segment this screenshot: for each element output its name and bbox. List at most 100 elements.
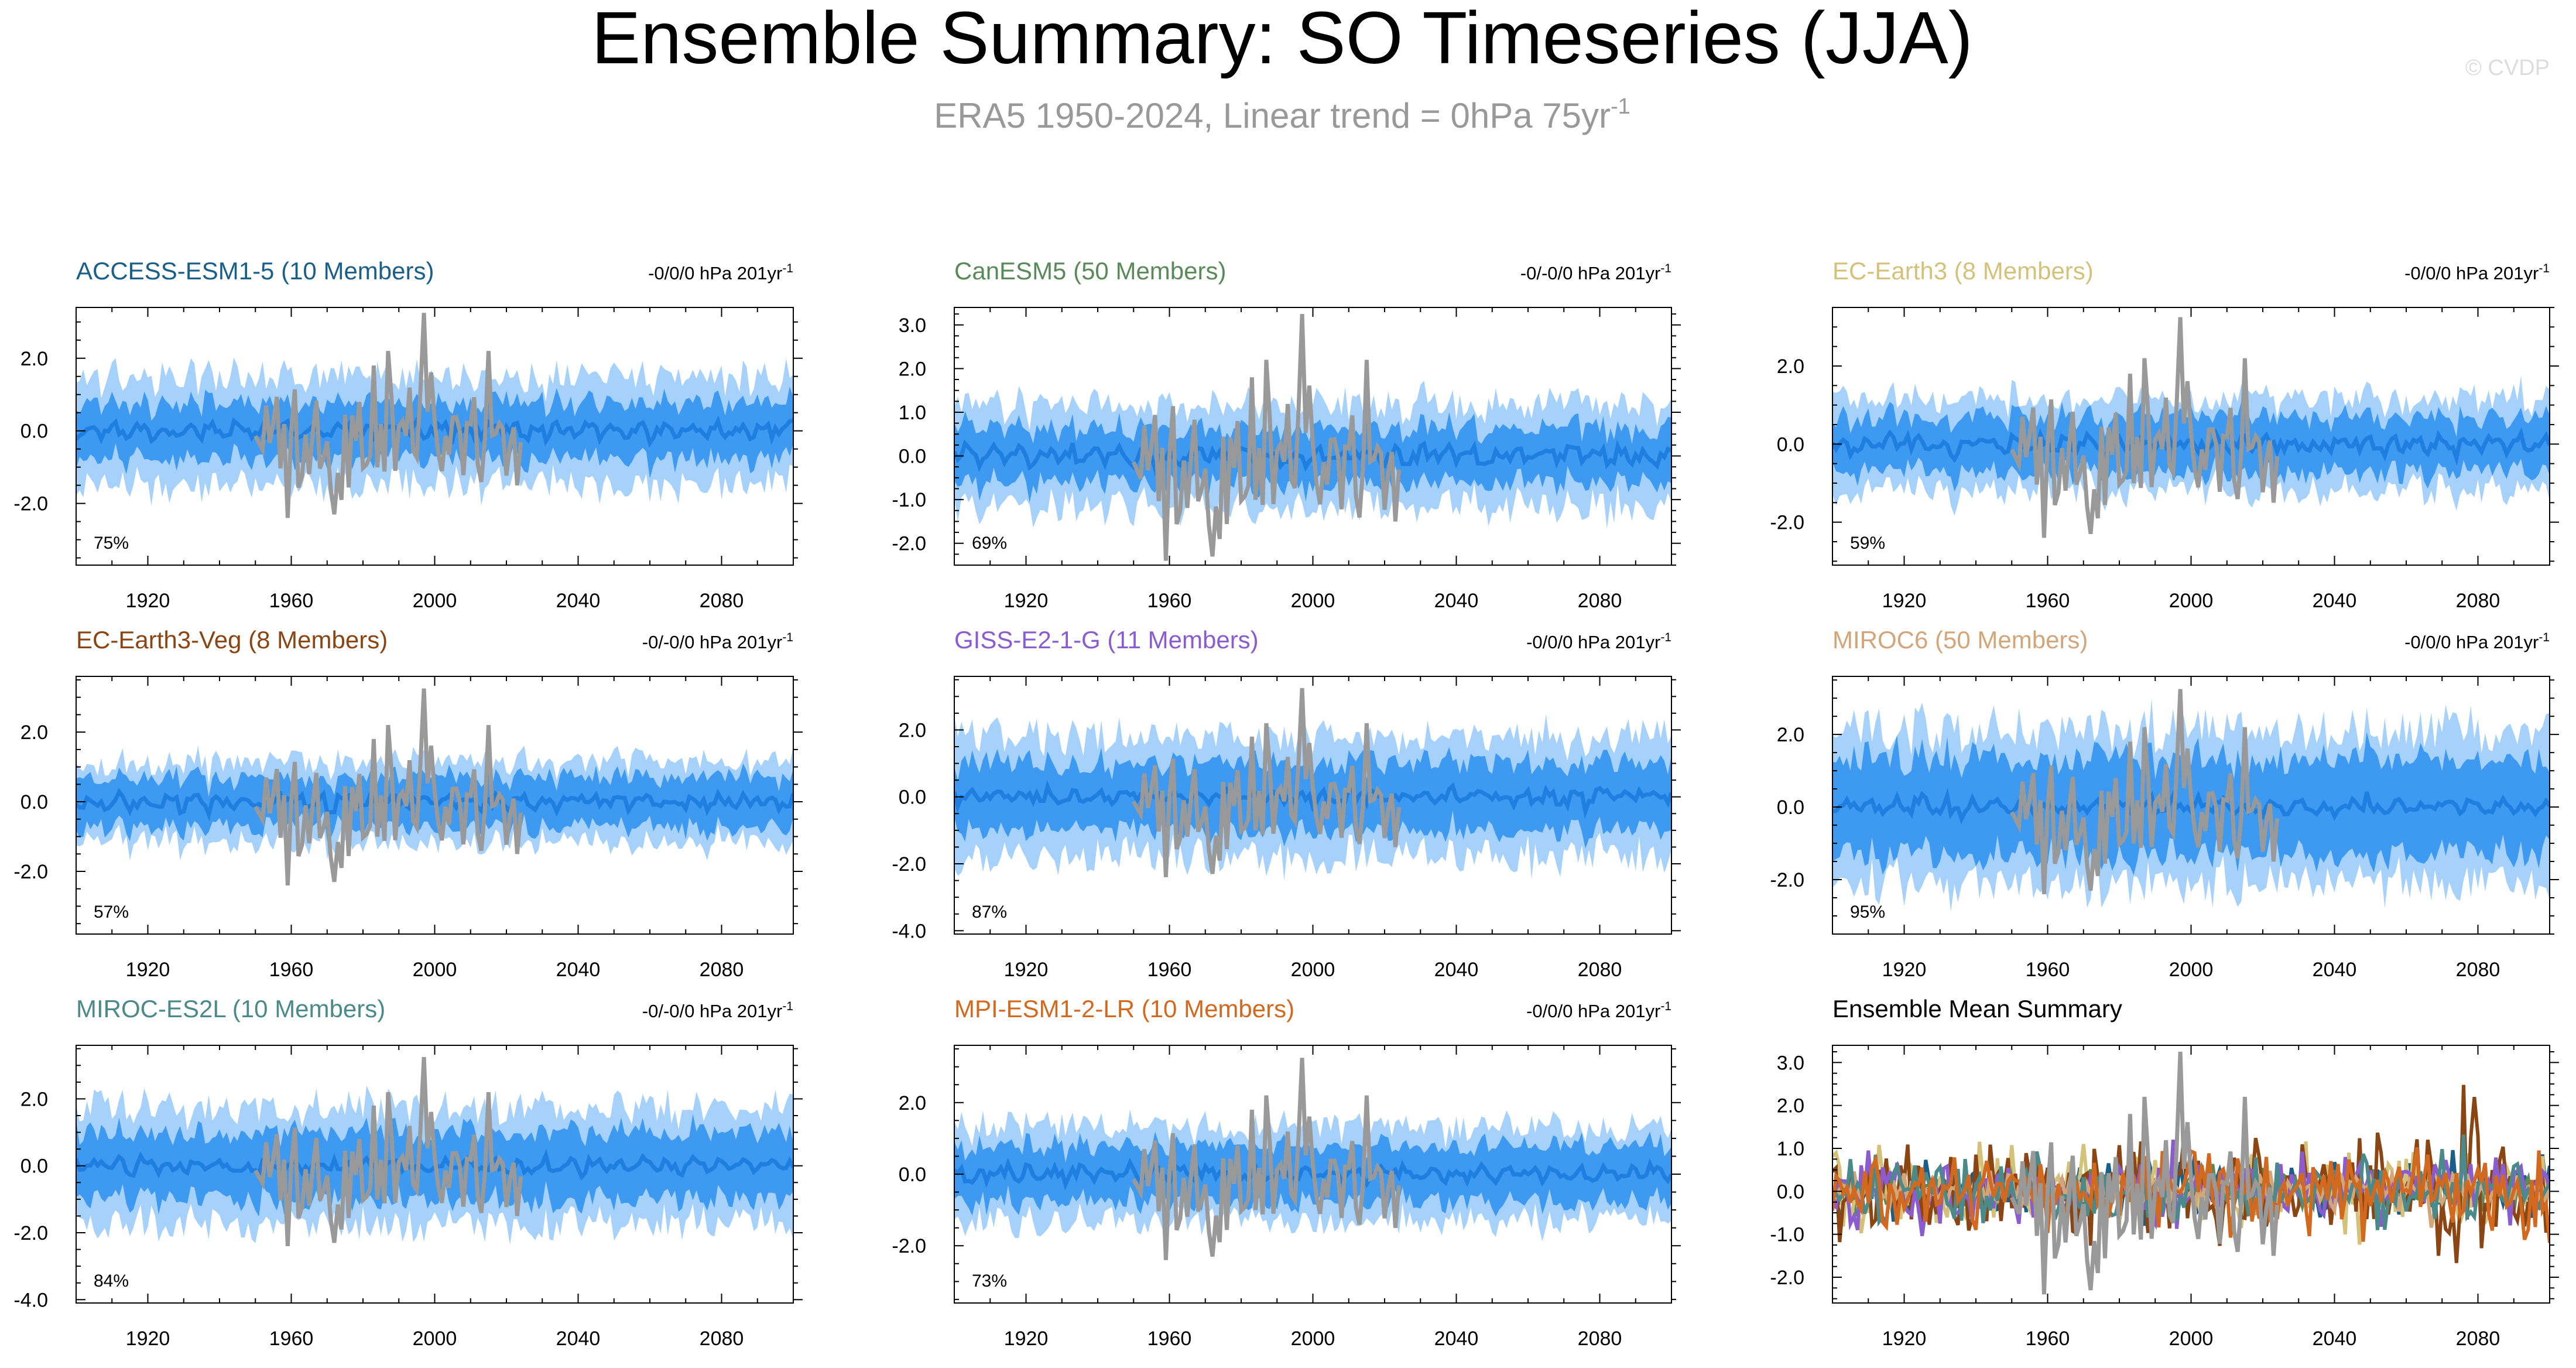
y-tick-label: 0.0 (20, 420, 48, 443)
trend-label: -0/0/0 hPa 201yr-1 (2404, 262, 2550, 283)
percent-label: 69% (972, 533, 1007, 553)
y-tick-label: -4.0 (892, 920, 926, 942)
percent-label: 95% (1850, 902, 1885, 922)
y-tick-label: -2.0 (892, 853, 926, 875)
x-tick-label: 2080 (700, 959, 744, 981)
x-tick-label: 2040 (2313, 959, 2357, 981)
x-tick-label: 1960 (2026, 1328, 2070, 1350)
panel-0: 1920 1960 2000 2040 2080 -2.0 0.0 2.0 ACCESS-ESM… (13, 257, 803, 612)
y-tick-label: -2.0 (13, 861, 48, 883)
x-tick-label: 2040 (1434, 959, 1479, 981)
y-tick-label: 1.0 (1777, 1138, 1804, 1160)
plot-area (1832, 317, 2550, 538)
x-tick-label: 1960 (2026, 959, 2070, 981)
trend-label-superscript: -1 (2539, 262, 2550, 275)
figure-title: Ensemble Summary: SO Timeseries (JJA) (591, 0, 1973, 79)
y-tick-label: -2.0 (1770, 512, 1804, 534)
y-tick-label: 0.0 (1777, 433, 1804, 456)
figure-subtitle-text: ERA5 1950-2024, Linear trend = 0hPa 75yr (934, 96, 1611, 135)
observations-line (1132, 314, 1401, 561)
percent-label: 59% (1850, 533, 1885, 553)
trend-label-superscript: -1 (782, 631, 793, 644)
x-tick-label: 2080 (1578, 590, 1622, 612)
trend-label-superscript: -1 (2539, 631, 2550, 644)
y-tick-label: -1.0 (1770, 1224, 1804, 1246)
panel-title: MPI-ESM1-2-LR (10 Members) (954, 995, 1294, 1022)
x-tick-label: 2000 (1291, 590, 1335, 612)
y-tick-label: 2.0 (899, 719, 926, 741)
x-tick-label: 2040 (1434, 590, 1479, 612)
x-tick-label: 2080 (700, 590, 744, 612)
panel-8: 1920 1960 2000 2040 2080 -2.0 -1.0 0.0 1.0 2.0 3.0… (1770, 995, 2559, 1350)
x-tick-label: 1920 (126, 1328, 170, 1350)
x-tick-label: 1960 (1147, 959, 1192, 981)
y-tick-label: 0.0 (20, 791, 48, 813)
watermark: © CVDP (2465, 56, 2550, 80)
x-tick-label: 2080 (1578, 1328, 1622, 1350)
ensemble-mean-line (954, 780, 1671, 819)
trend-label-text: -0/0/0 hPa 201yr (2404, 263, 2539, 283)
y-tick-label: 2.0 (20, 348, 48, 370)
x-tick-label: 2080 (1578, 959, 1622, 981)
trend-label-text: -0/0/0 hPa 201yr (1526, 1001, 1660, 1021)
trend-label: -0/0/0 hPa 201yr-1 (1526, 631, 1671, 652)
panel-7: 1920 1960 2000 2040 2080 -2.0 0.0 2.0 MPI-ESM1-2… (892, 995, 1681, 1350)
observations-line (2010, 1051, 2279, 1295)
plot-area (954, 314, 1671, 561)
y-tick-label: -2.0 (1770, 1267, 1804, 1289)
panel-title: GISS-E2-1-G (11 Members) (954, 626, 1259, 654)
figure-subtitle: ERA5 1950-2024, Linear trend = 0hPa 75yr… (934, 94, 1630, 135)
x-tick-label: 1960 (1147, 590, 1192, 612)
x-tick-label: 1920 (126, 590, 170, 612)
panel-title: MIROC6 (50 Members) (1832, 626, 2088, 654)
panel-title: EC-Earth3 (8 Members) (1832, 257, 2094, 285)
panels: 1920 1960 2000 2040 2080 -2.0 0.0 2.0 ACCESS-ESM… (13, 257, 2559, 1350)
y-tick-label: 0.0 (1777, 796, 1804, 819)
trend-label: -0/-0/0 hPa 201yr-1 (642, 1000, 793, 1021)
x-tick-label: 2000 (413, 590, 457, 612)
percent-label: 75% (94, 533, 129, 553)
y-tick-label: 0.0 (899, 786, 926, 809)
trend-label: -0/0/0 hPa 201yr-1 (1526, 1000, 1671, 1021)
x-tick-label: 2040 (2313, 590, 2357, 612)
y-tick-label: 0.0 (20, 1155, 48, 1178)
trend-label: -0/-0/0 hPa 201yr-1 (642, 631, 793, 652)
y-tick-label: 2.0 (20, 721, 48, 744)
x-tick-label: 1960 (269, 959, 314, 981)
plot-area (1832, 1051, 2550, 1295)
x-tick-label: 2000 (413, 1328, 457, 1350)
x-tick-label: 2000 (2169, 590, 2214, 612)
plot-area (1832, 689, 2550, 912)
observations-line (254, 688, 523, 885)
percent-label: 84% (94, 1271, 129, 1291)
x-tick-label: 2000 (1291, 1328, 1335, 1350)
trend-label-text: -0/0/0 hPa 201yr (648, 263, 782, 283)
y-tick-label: 1.0 (899, 402, 926, 424)
x-tick-label: 2080 (2456, 590, 2500, 612)
y-tick-label: 2.0 (1777, 724, 1804, 746)
observations-line (254, 1056, 523, 1247)
trend-label-superscript: -1 (782, 1000, 793, 1013)
plot-area (954, 688, 1671, 881)
plot-area (954, 1058, 1671, 1260)
x-tick-label: 2040 (556, 1328, 601, 1350)
figure-subtitle-superscript: -1 (1611, 94, 1630, 119)
trend-label: -0/0/0 hPa 201yr-1 (648, 262, 793, 283)
x-tick-label: 2040 (1434, 1328, 1479, 1350)
y-tick-label: -2.0 (892, 533, 926, 555)
y-tick-label: 2.0 (1777, 1095, 1804, 1117)
y-tick-label: -2.0 (1770, 869, 1804, 891)
x-tick-label: 1920 (1004, 959, 1049, 981)
panel-1: 1920 1960 2000 2040 2080 -2.0 -1.0 0.0 1.0 2.0 3.0… (892, 257, 1681, 612)
y-tick-label: -2.0 (892, 1235, 926, 1257)
panel-6: 1920 1960 2000 2040 2080 -4.0 -2.0 0.0 2.0 MIROC-… (13, 995, 803, 1350)
x-tick-label: 2040 (556, 590, 601, 612)
y-tick-label: 0.0 (899, 446, 926, 468)
y-tick-label: 0.0 (899, 1164, 926, 1186)
x-tick-label: 2000 (2169, 1328, 2214, 1350)
y-tick-label: 2.0 (20, 1088, 48, 1110)
x-tick-label: 1920 (1882, 590, 1927, 612)
trend-label: -0/0/0 hPa 201yr-1 (2404, 631, 2550, 652)
panel-3: 1920 1960 2000 2040 2080 -2.0 0.0 2.0 EC-Earth3-… (13, 626, 803, 981)
